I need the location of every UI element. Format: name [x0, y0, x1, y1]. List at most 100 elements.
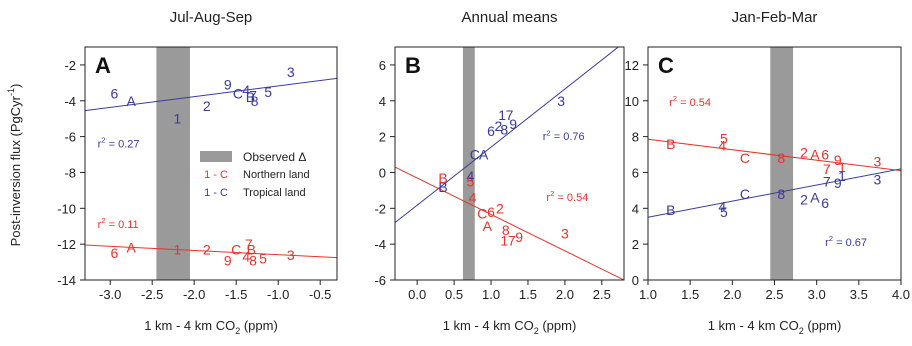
y-tick-label: 8 — [632, 130, 639, 145]
tropical-point: 7 — [249, 87, 257, 103]
x-tick-label: 4.0 — [892, 287, 910, 302]
observed-band — [156, 47, 190, 280]
x-tick-label: 2.0 — [556, 287, 574, 302]
northern-point: 1 — [500, 233, 508, 249]
tropical-point: 3 — [287, 64, 295, 80]
x-tick-label: -2.5 — [141, 287, 163, 302]
northern-point: 9 — [515, 229, 523, 245]
northern-point: 3 — [561, 225, 569, 241]
tropical-point: B — [246, 89, 255, 105]
tropical-point: 2 — [203, 98, 211, 114]
northern-point: 7 — [508, 233, 516, 249]
x-tick-label: 0.0 — [408, 287, 426, 302]
northern-r2-label: r2 = 0.54 — [669, 94, 711, 109]
tropical-point: 6 — [111, 86, 119, 102]
northern-fit-line — [648, 138, 901, 172]
northern-fit-line — [85, 244, 337, 259]
y-tick-label: 6 — [632, 165, 639, 180]
x-tick-label: 1.0 — [482, 287, 500, 302]
northern-point: 9 — [224, 252, 232, 268]
tropical-point: 3 — [557, 93, 565, 109]
tropical-point: A — [479, 147, 489, 163]
tropical-point: 4 — [718, 199, 726, 215]
y-axis-label-superscript: -1 — [6, 88, 16, 96]
x-tick-label: -0.5 — [309, 287, 331, 302]
tropical-point: 5 — [264, 84, 272, 100]
y-tick-label: -4 — [374, 237, 386, 252]
tropical-point: A — [810, 190, 820, 206]
y-tick-label: -6 — [64, 130, 76, 145]
northern-fit-line — [395, 166, 624, 280]
northern-r2-label: r2 = 0.54 — [546, 189, 588, 204]
tropical-point: B — [666, 202, 675, 218]
northern-point: 5 — [259, 250, 267, 266]
northern-point: 5 — [720, 130, 728, 146]
northern-point: 4 — [242, 249, 250, 265]
x-tick-label: -1.5 — [225, 287, 247, 302]
northern-point: 5 — [466, 173, 474, 189]
y-tick-label: 2 — [379, 130, 386, 145]
legend-code: 1 - C — [204, 187, 228, 199]
plot-frame — [394, 46, 625, 281]
x-tick-label: 2.5 — [765, 287, 783, 302]
tropical-point: 7 — [823, 173, 831, 189]
tropical-point: 1 — [838, 168, 846, 184]
x-tick-label: -1.0 — [267, 287, 289, 302]
y-tick-label: -4 — [64, 94, 76, 109]
tropical-point: 2 — [800, 191, 808, 207]
northern-point: 3 — [873, 154, 881, 170]
observed-band — [770, 47, 794, 280]
panel-letter: B — [405, 53, 421, 78]
x-axis-label: 1 km - 4 km CO2 (ppm) — [443, 318, 577, 336]
tropical-point: 6 — [821, 195, 829, 211]
x-tick-label: 3.0 — [808, 287, 826, 302]
tropical-r2-label: r2 = 0.67 — [825, 234, 867, 249]
tropical-point: 8 — [777, 186, 785, 202]
legend-label: Northern land — [243, 169, 310, 181]
tropical-point: 8 — [251, 93, 259, 109]
northern-point: 1 — [838, 159, 846, 175]
panel-title: Jul-Aug-Sep — [170, 9, 253, 26]
y-tick-label: -6 — [374, 273, 386, 288]
northern-point: 8 — [777, 150, 785, 166]
y-tick-label: 10 — [625, 94, 639, 109]
northern-point: C — [740, 150, 750, 166]
northern-point: 2 — [800, 145, 808, 161]
tropical-fit-line — [648, 168, 901, 218]
panel-title: Annual means — [462, 9, 558, 26]
x-tick-label: 2.5 — [593, 287, 611, 302]
northern-point: C — [231, 242, 241, 258]
y-tick-label: -12 — [57, 237, 76, 252]
northern-point: C — [477, 206, 487, 222]
tropical-point: 1 — [174, 111, 182, 127]
x-tick-label: -2.0 — [183, 287, 205, 302]
legend-code: 1 - C — [204, 169, 228, 181]
northern-point: B — [666, 136, 675, 152]
legend-band-label: Observed Δ — [243, 150, 306, 164]
northern-point: A — [127, 240, 137, 256]
northern-point: 2 — [203, 242, 211, 258]
y-tick-label: 0 — [379, 165, 386, 180]
northern-point: A — [810, 147, 820, 163]
northern-point: A — [483, 218, 493, 234]
northern-point: 6 — [487, 204, 495, 220]
northern-point: 8 — [249, 252, 257, 268]
northern-point: 4 — [469, 190, 477, 206]
y-tick-label: -8 — [64, 165, 76, 180]
tropical-point: 9 — [509, 116, 517, 132]
tropical-fit-line — [395, 47, 620, 224]
x-tick-label: 3.5 — [850, 287, 868, 302]
observed-band — [462, 47, 475, 280]
northern-point: 6 — [821, 147, 829, 163]
x-tick-label: 2.0 — [723, 287, 741, 302]
y-tick-label: -2 — [64, 58, 76, 73]
tropical-point: 3 — [873, 172, 881, 188]
tropical-point: 9 — [224, 77, 232, 93]
northern-point: 4 — [718, 138, 726, 154]
northern-point: 8 — [502, 222, 510, 238]
x-axis-label: 1 km - 4 km CO2 (ppm) — [144, 318, 278, 336]
tropical-point: C — [470, 147, 480, 163]
panel-title: Jan-Feb-Mar — [732, 9, 818, 26]
